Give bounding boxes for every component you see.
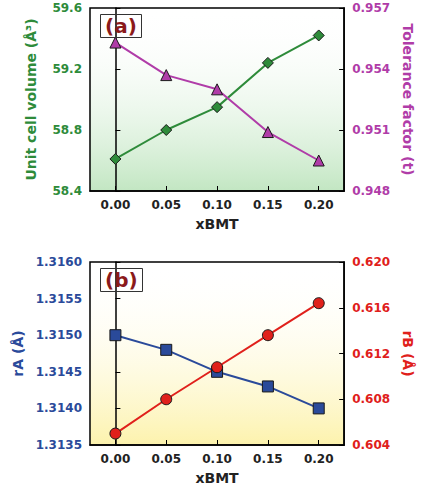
svg-text:1.3135: 1.3135	[36, 438, 82, 452]
svg-text:1.3150: 1.3150	[36, 328, 82, 342]
svg-text:0.20: 0.20	[304, 452, 334, 466]
svg-text:rA (Å): rA (Å)	[10, 330, 26, 376]
svg-text:0.608: 0.608	[352, 392, 390, 406]
svg-text:0.15: 0.15	[253, 198, 283, 212]
svg-text:0.00: 0.00	[101, 452, 131, 466]
svg-text:0.616: 0.616	[352, 301, 390, 315]
svg-text:0.954: 0.954	[352, 62, 390, 76]
svg-text:(b): (b)	[105, 268, 138, 292]
svg-text:1.3145: 1.3145	[36, 365, 82, 379]
svg-text:0.20: 0.20	[304, 198, 334, 212]
svg-text:1.3140: 1.3140	[36, 401, 82, 415]
svg-text:Unit cell volume (Å³): Unit cell volume (Å³)	[23, 18, 39, 180]
svg-text:0.00: 0.00	[101, 198, 131, 212]
svg-text:0.10: 0.10	[202, 198, 232, 212]
svg-text:0.05: 0.05	[151, 452, 181, 466]
svg-text:0.604: 0.604	[352, 438, 390, 452]
svg-text:58.8: 58.8	[52, 123, 82, 137]
svg-text:0.05: 0.05	[151, 198, 181, 212]
svg-text:58.4: 58.4	[52, 184, 82, 198]
svg-text:xBMT: xBMT	[195, 216, 239, 232]
svg-text:0.15: 0.15	[253, 452, 283, 466]
svg-text:Tolerance factor (t): Tolerance factor (t)	[400, 23, 416, 175]
svg-text:0.10: 0.10	[202, 452, 232, 466]
svg-text:59.6: 59.6	[52, 1, 82, 15]
svg-text:rB (Å): rB (Å)	[400, 330, 416, 376]
svg-text:59.2: 59.2	[52, 62, 82, 76]
svg-text:0.612: 0.612	[352, 347, 390, 361]
svg-text:1.3155: 1.3155	[36, 292, 82, 306]
svg-text:(a): (a)	[105, 14, 137, 38]
svg-text:1.3160: 1.3160	[36, 255, 82, 269]
svg-text:0.951: 0.951	[352, 123, 390, 137]
svg-text:0.620: 0.620	[352, 255, 390, 269]
svg-text:0.948: 0.948	[352, 184, 390, 198]
svg-text:0.957: 0.957	[352, 1, 390, 15]
svg-text:xBMT: xBMT	[195, 470, 239, 486]
